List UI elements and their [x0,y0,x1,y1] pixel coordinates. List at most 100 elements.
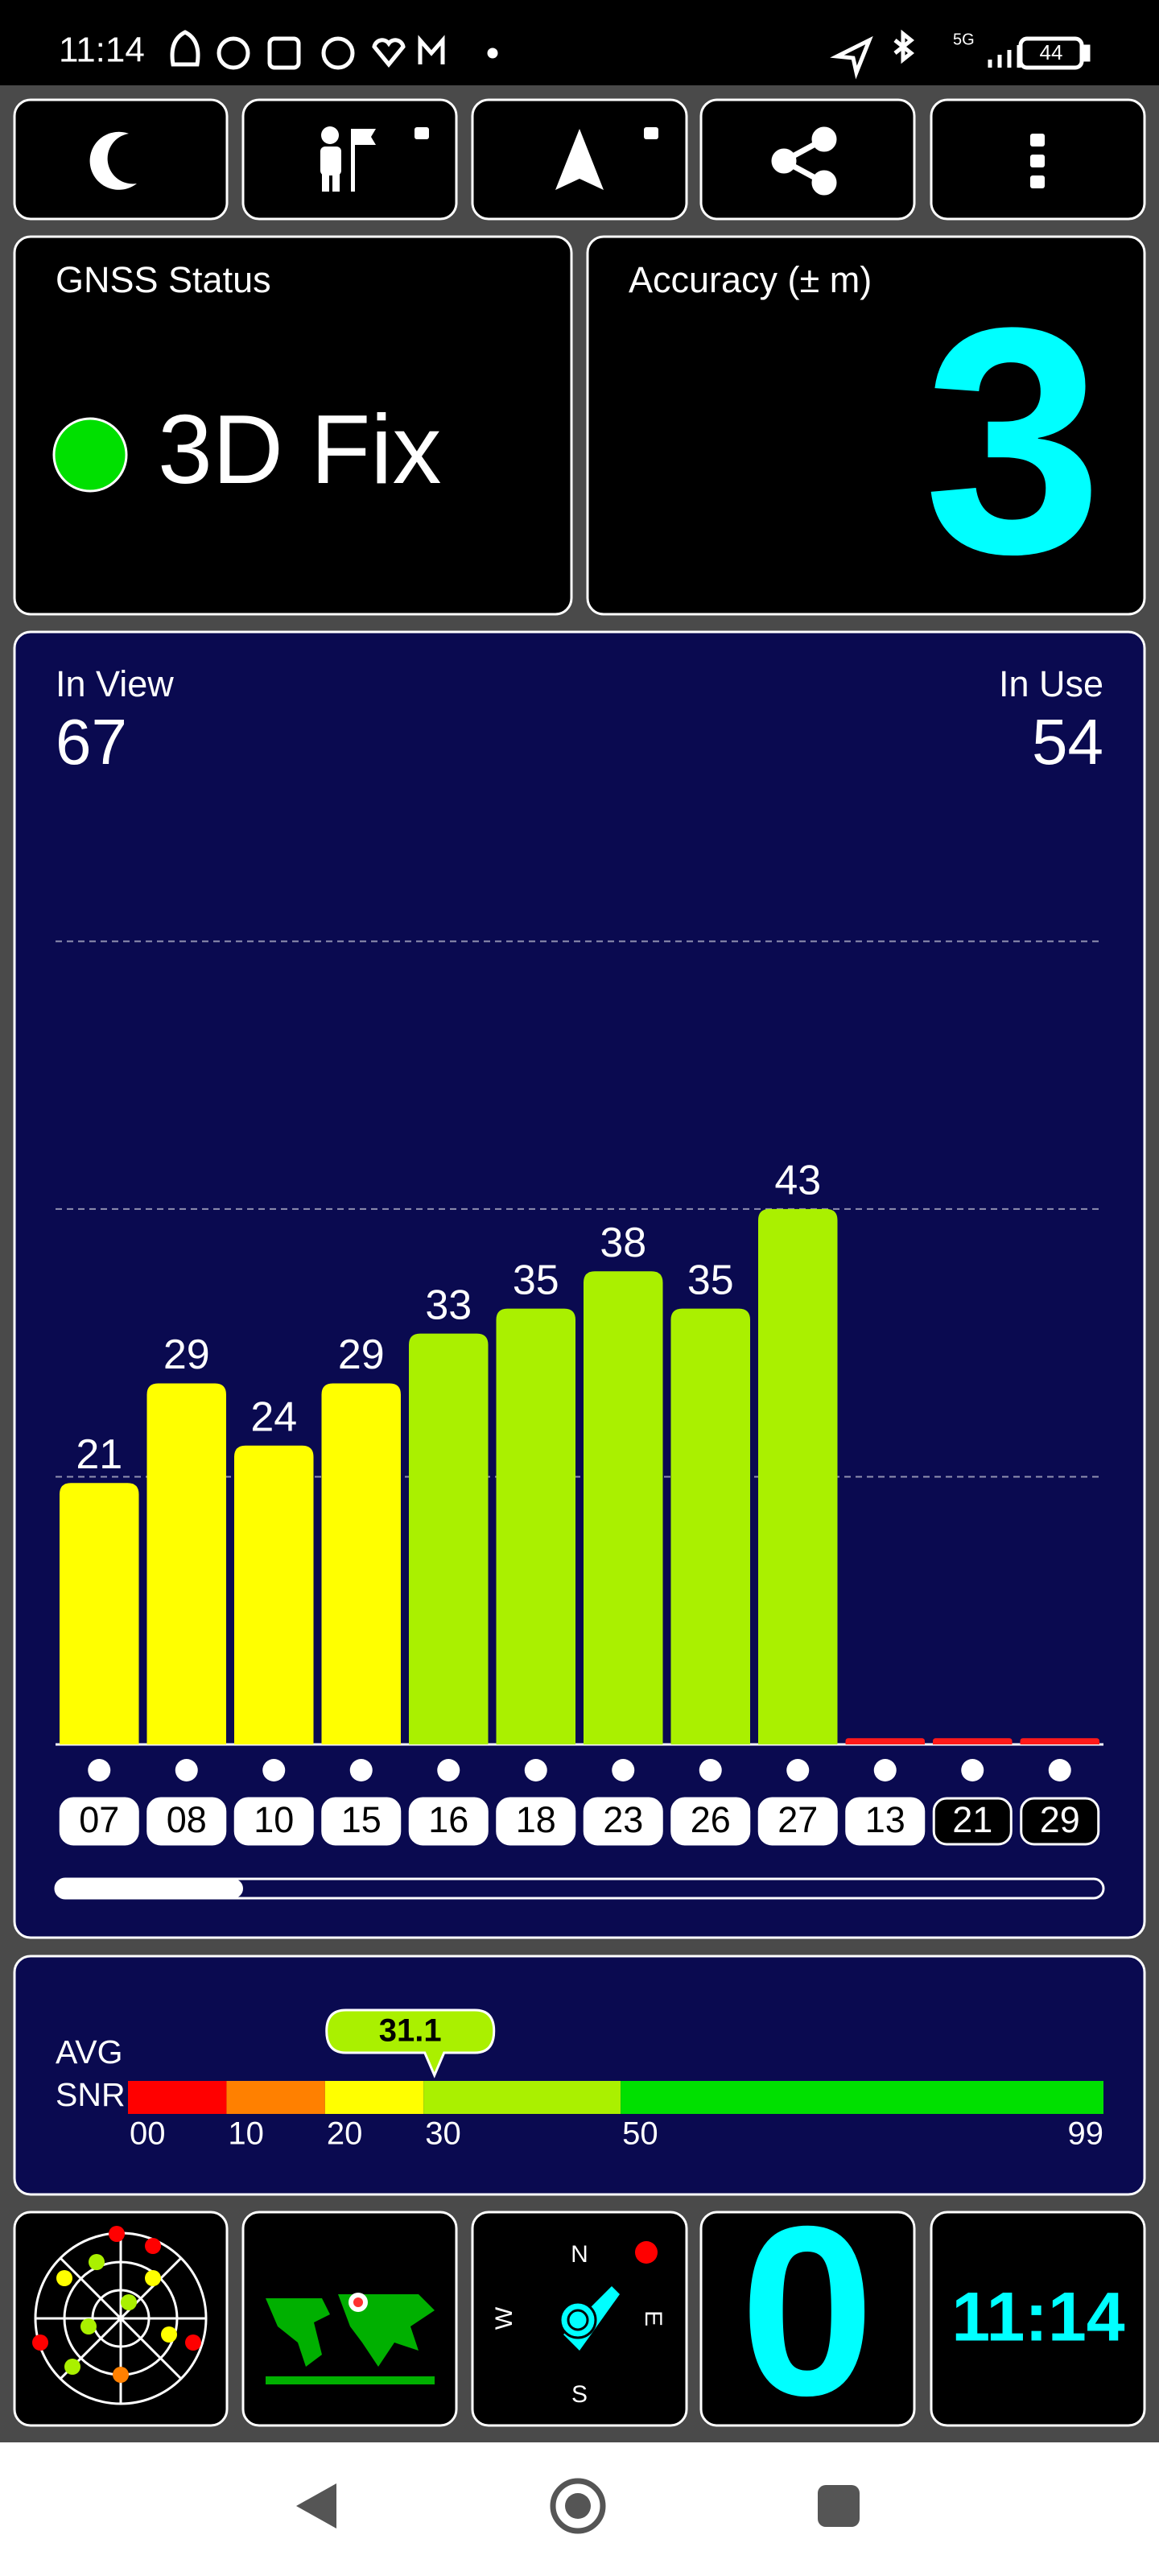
satellite-dot [349,1759,373,1781]
world-map-icon [266,2293,435,2384]
clock-value: 11:14 [951,2279,1124,2356]
satellite-badge [321,1797,402,1846]
satellite-badge [408,1797,489,1846]
scrollbar-thumb[interactable] [56,1879,243,1898]
clock-tile[interactable] [930,2211,1146,2427]
satellite-badge [583,1797,663,1846]
x-tick-label: 27 [777,1799,818,1840]
x-tick-label: 10 [254,1799,294,1840]
snr-segment [226,2081,325,2114]
moon-icon [89,131,137,190]
accuracy-value: 3 [924,261,1103,621]
bar [1020,1738,1099,1744]
battery-level: 44 [1040,40,1063,64]
value-label: 35 [513,1257,559,1303]
snr-tick-label: 10 [228,2116,264,2152]
bar [845,1738,925,1744]
snr-segment [621,2081,1103,2114]
snr-segment [128,2081,227,2114]
snr-segment [324,2081,424,2114]
satellite-badge [757,1797,838,1846]
value-label: 35 [687,1257,734,1303]
person-icon [320,126,429,192]
home-button[interactable] [550,2478,606,2534]
x-tick-label: 07 [79,1799,119,1840]
value-label: 29 [338,1331,385,1378]
value-label: 29 [163,1331,210,1378]
x-tick-label: 18 [516,1799,556,1840]
snr-tick-label: 00 [130,2116,166,2152]
status-time: 11:14 [59,31,145,70]
recents-button[interactable] [818,2485,860,2527]
satellite-dot [786,1759,810,1781]
value-label: 33 [425,1282,472,1328]
x-tick-label: 29 [1040,1799,1080,1840]
night-mode-button[interactable] [13,98,229,221]
bar [758,1208,838,1744]
value-label: 38 [600,1220,646,1266]
share-icon [771,126,837,196]
x-tick-label: 21 [952,1799,992,1840]
in-use-value: 54 [1032,706,1103,778]
bar [409,1333,489,1744]
satellite-dot [262,1759,286,1781]
satellite-dot [699,1759,722,1781]
satellite-dot [612,1759,635,1781]
compass-east: E [640,2310,666,2326]
back-button[interactable] [296,2483,336,2529]
snr-tick-label: 30 [425,2116,461,2152]
compass-south: S [571,2381,588,2408]
satellite-badge [233,1797,314,1846]
avg-marker [325,2008,496,2079]
snr-tile [13,1955,1146,2196]
compass-needle [559,2241,658,2351]
satellite-dot [88,1759,111,1781]
x-tick-label: 23 [603,1799,643,1840]
x-tick-label: 16 [428,1799,468,1840]
share-button[interactable] [699,98,916,221]
value-label: 21 [76,1431,122,1478]
snr-tick-label: 99 [1068,2116,1104,2152]
sky-plot-icon [32,2226,208,2405]
compass-west: W [491,2306,518,2330]
snr-segment [423,2081,621,2114]
person-button[interactable] [241,98,458,221]
bar [496,1308,575,1744]
status-bar [0,0,1159,85]
fix-indicator [52,417,128,493]
snr-label: SNR [56,2076,126,2113]
gnss-status-tile [13,235,573,616]
satellite-badge [496,1797,576,1846]
compass-north: N [571,2241,588,2268]
bar [234,1445,314,1744]
satellite-badge [59,1797,139,1846]
satellite-dot [1048,1759,1071,1781]
satellite-dot [961,1759,984,1781]
speed-tile[interactable] [699,2211,916,2427]
bar [321,1383,401,1744]
network-type: 5G [953,31,975,48]
gnss-status-title: GNSS Status [56,259,271,300]
snr-tick-label: 20 [327,2116,363,2152]
bar [60,1483,139,1744]
value-label: 43 [774,1158,821,1204]
x-tick-label: 13 [865,1799,905,1840]
satellite-dot [873,1759,897,1781]
accuracy-title: Accuracy (± m) [629,259,872,300]
satellite-dot [175,1759,198,1781]
value-label: 24 [250,1394,297,1441]
x-tick-label: 15 [341,1799,382,1840]
bar [670,1308,750,1744]
satellite-badge [1020,1797,1100,1846]
satellite-badge [932,1797,1013,1846]
snr-label: AVG [56,2033,123,2070]
satellite-badge [845,1797,926,1846]
satellite-dot [524,1759,547,1781]
bar [584,1271,663,1744]
satellite-badge [670,1797,751,1846]
in-view-label: In View [56,663,174,704]
x-tick-label: 08 [167,1799,207,1840]
toolbar [13,98,1146,221]
bar [933,1738,1013,1744]
